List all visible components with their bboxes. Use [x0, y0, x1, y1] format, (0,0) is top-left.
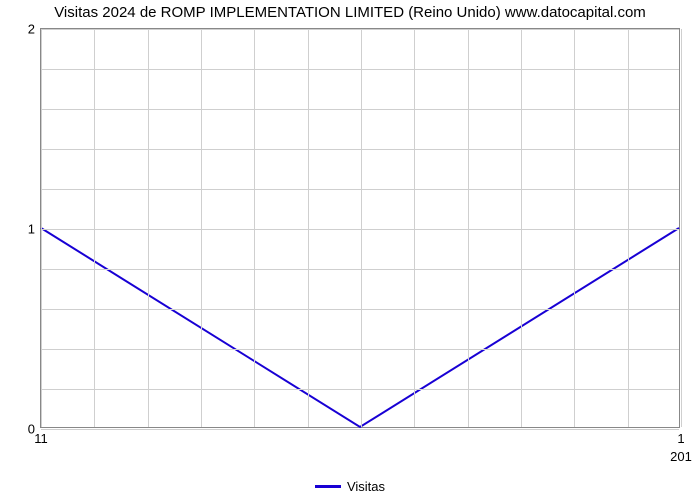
- legend-swatch: [315, 485, 341, 488]
- legend-label: Visitas: [347, 479, 385, 494]
- legend: Visitas: [0, 476, 700, 494]
- grid-line-h: [41, 229, 679, 230]
- grid-line-v: [254, 29, 255, 427]
- grid-line-h: [41, 29, 679, 30]
- x-sub-label: 201: [670, 449, 692, 464]
- x-tick-label: 11: [34, 431, 48, 446]
- series-line-visitas: [41, 228, 679, 427]
- grid-line-v: [94, 29, 95, 427]
- plot-area: 012111201: [40, 28, 680, 428]
- grid-line-v: [308, 29, 309, 427]
- legend-item-visitas: Visitas: [315, 479, 385, 494]
- grid-line-v: [361, 29, 362, 427]
- grid-line-h: [41, 269, 679, 270]
- grid-line-v: [628, 29, 629, 427]
- grid-line-v: [468, 29, 469, 427]
- chart-title: Visitas 2024 de ROMP IMPLEMENTATION LIMI…: [0, 4, 700, 21]
- grid-line-v: [574, 29, 575, 427]
- grid-line-v: [681, 29, 682, 427]
- visits-chart: Visitas 2024 de ROMP IMPLEMENTATION LIMI…: [0, 0, 700, 500]
- grid-line-v: [201, 29, 202, 427]
- x-tick-label: 1: [677, 431, 684, 446]
- grid-line-h: [41, 189, 679, 190]
- y-tick-label: 1: [28, 222, 35, 237]
- y-tick-label: 2: [28, 22, 35, 37]
- grid-line-h: [41, 149, 679, 150]
- grid-line-h: [41, 389, 679, 390]
- grid-line-v: [148, 29, 149, 427]
- grid-line-h: [41, 309, 679, 310]
- grid-line-h: [41, 109, 679, 110]
- grid-line-h: [41, 69, 679, 70]
- series-svg: [41, 29, 679, 427]
- grid-line-h: [41, 429, 679, 430]
- grid-line-v: [41, 29, 42, 427]
- grid-line-v: [414, 29, 415, 427]
- grid-line-h: [41, 349, 679, 350]
- grid-line-v: [521, 29, 522, 427]
